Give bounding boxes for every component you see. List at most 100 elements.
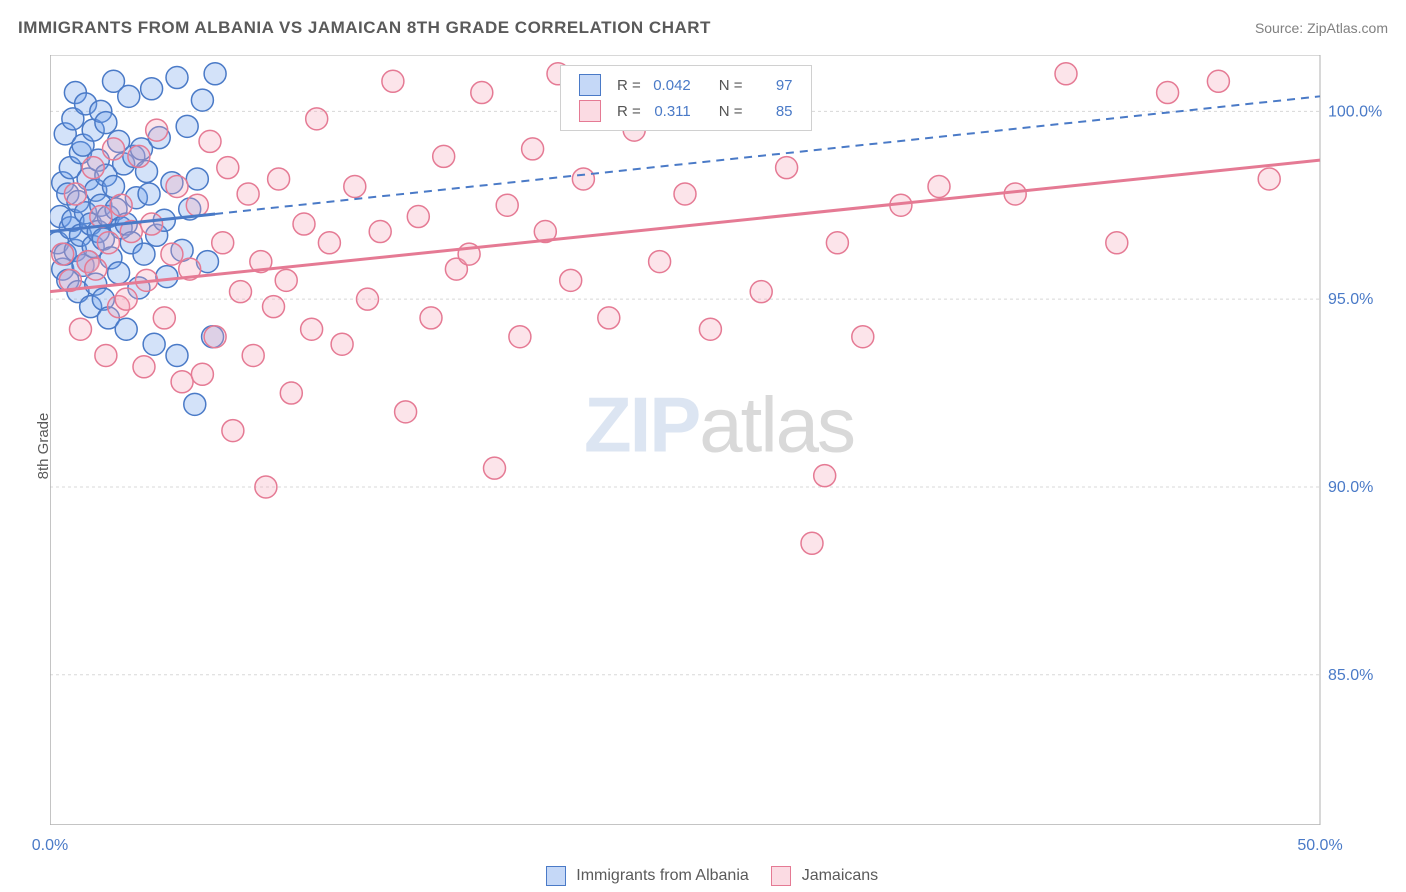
scatter-point — [186, 194, 208, 216]
scatter-point — [166, 67, 188, 89]
scatter-point — [306, 108, 328, 130]
scatter-point — [199, 130, 221, 152]
scatter-point — [699, 318, 721, 340]
scatter-point — [280, 382, 302, 404]
scatter-point — [357, 288, 379, 310]
scatter-point — [85, 258, 107, 280]
scatter-point — [186, 168, 208, 190]
source-attribution: Source: ZipAtlas.com — [1255, 20, 1388, 36]
scatter-point — [222, 420, 244, 442]
scatter-point — [509, 326, 531, 348]
scatter-point — [161, 243, 183, 265]
stats-row-series1: R = 0.042 N = 97 — [573, 72, 799, 98]
scatter-chart-svg: 85.0%90.0%95.0%100.0% — [50, 55, 1388, 825]
r-label-2: R = — [611, 98, 647, 124]
scatter-point — [674, 183, 696, 205]
scatter-point — [69, 318, 91, 340]
scatter-point — [1207, 70, 1229, 92]
stats-row-series2: R = 0.311 N = 85 — [573, 98, 799, 124]
scatter-point — [82, 157, 104, 179]
scatter-point — [1055, 63, 1077, 85]
scatter-point — [212, 232, 234, 254]
scatter-point — [572, 168, 594, 190]
scatter-point — [598, 307, 620, 329]
chart-title: IMMIGRANTS FROM ALBANIA VS JAMAICAN 8TH … — [18, 18, 711, 38]
legend-swatch-series2 — [579, 100, 601, 122]
scatter-point — [344, 175, 366, 197]
scatter-point — [133, 356, 155, 378]
scatter-point — [97, 232, 119, 254]
bottom-swatch-series2 — [771, 866, 791, 886]
source-name: ZipAtlas.com — [1307, 20, 1388, 36]
scatter-point — [318, 232, 340, 254]
scatter-point — [242, 344, 264, 366]
scatter-point — [826, 232, 848, 254]
y-tick-label: 90.0% — [1328, 479, 1373, 496]
scatter-point — [331, 333, 353, 355]
scatter-point — [1258, 168, 1280, 190]
x-tick-label-min: 0.0% — [32, 837, 68, 855]
chart-plot-area: 85.0%90.0%95.0%100.0% ZIPatlas R = 0.042… — [50, 55, 1388, 825]
scatter-point — [141, 213, 163, 235]
scatter-point — [801, 532, 823, 554]
bottom-legend-label-1: Immigrants from Albania — [576, 867, 749, 884]
scatter-point — [166, 175, 188, 197]
scatter-point — [153, 307, 175, 329]
scatter-point — [143, 333, 165, 355]
scatter-point — [255, 476, 277, 498]
scatter-point — [230, 281, 252, 303]
scatter-point — [115, 288, 137, 310]
scatter-point — [103, 138, 125, 160]
scatter-point — [407, 206, 429, 228]
scatter-point — [928, 175, 950, 197]
scatter-point — [108, 262, 130, 284]
bottom-legend: Immigrants from Albania Jamaicans — [0, 866, 1406, 886]
scatter-point — [484, 457, 506, 479]
scatter-point — [301, 318, 323, 340]
scatter-point — [115, 318, 137, 340]
scatter-point — [750, 281, 772, 303]
scatter-point — [110, 194, 132, 216]
scatter-point — [263, 296, 285, 318]
scatter-point — [138, 183, 160, 205]
title-bar: IMMIGRANTS FROM ALBANIA VS JAMAICAN 8TH … — [18, 18, 1388, 38]
scatter-point — [649, 251, 671, 273]
scatter-point — [191, 89, 213, 111]
scatter-point — [146, 119, 168, 141]
scatter-point — [217, 157, 239, 179]
scatter-point — [166, 344, 188, 366]
scatter-point — [64, 183, 86, 205]
n-label-1: N = — [713, 72, 749, 98]
scatter-point — [1106, 232, 1128, 254]
legend-swatch-series1 — [579, 74, 601, 96]
y-tick-label: 95.0% — [1328, 291, 1373, 308]
stats-legend-table: R = 0.042 N = 97 R = 0.311 N = 85 — [573, 72, 799, 124]
scatter-point — [293, 213, 315, 235]
scatter-point — [369, 221, 391, 243]
scatter-point — [433, 145, 455, 167]
scatter-point — [171, 371, 193, 393]
scatter-point — [522, 138, 544, 160]
scatter-point — [141, 78, 163, 100]
trend-line-solid — [50, 160, 1320, 291]
scatter-point — [382, 70, 404, 92]
scatter-point — [52, 243, 74, 265]
scatter-point — [275, 269, 297, 291]
scatter-point — [176, 115, 198, 137]
scatter-point — [95, 112, 117, 134]
scatter-point — [1157, 82, 1179, 104]
bottom-legend-label-2: Jamaicans — [802, 867, 878, 884]
scatter-point — [496, 194, 518, 216]
scatter-point — [560, 269, 582, 291]
r-value-1: 0.042 — [647, 72, 697, 98]
r-value-2: 0.311 — [647, 98, 697, 124]
r-label-1: R = — [611, 72, 647, 98]
scatter-point — [156, 266, 178, 288]
x-tick-label-max: 50.0% — [1297, 837, 1342, 855]
scatter-point — [184, 393, 206, 415]
scatter-point — [237, 183, 259, 205]
scatter-point — [776, 157, 798, 179]
scatter-point — [420, 307, 442, 329]
scatter-point — [204, 63, 226, 85]
bottom-swatch-series1 — [546, 866, 566, 886]
